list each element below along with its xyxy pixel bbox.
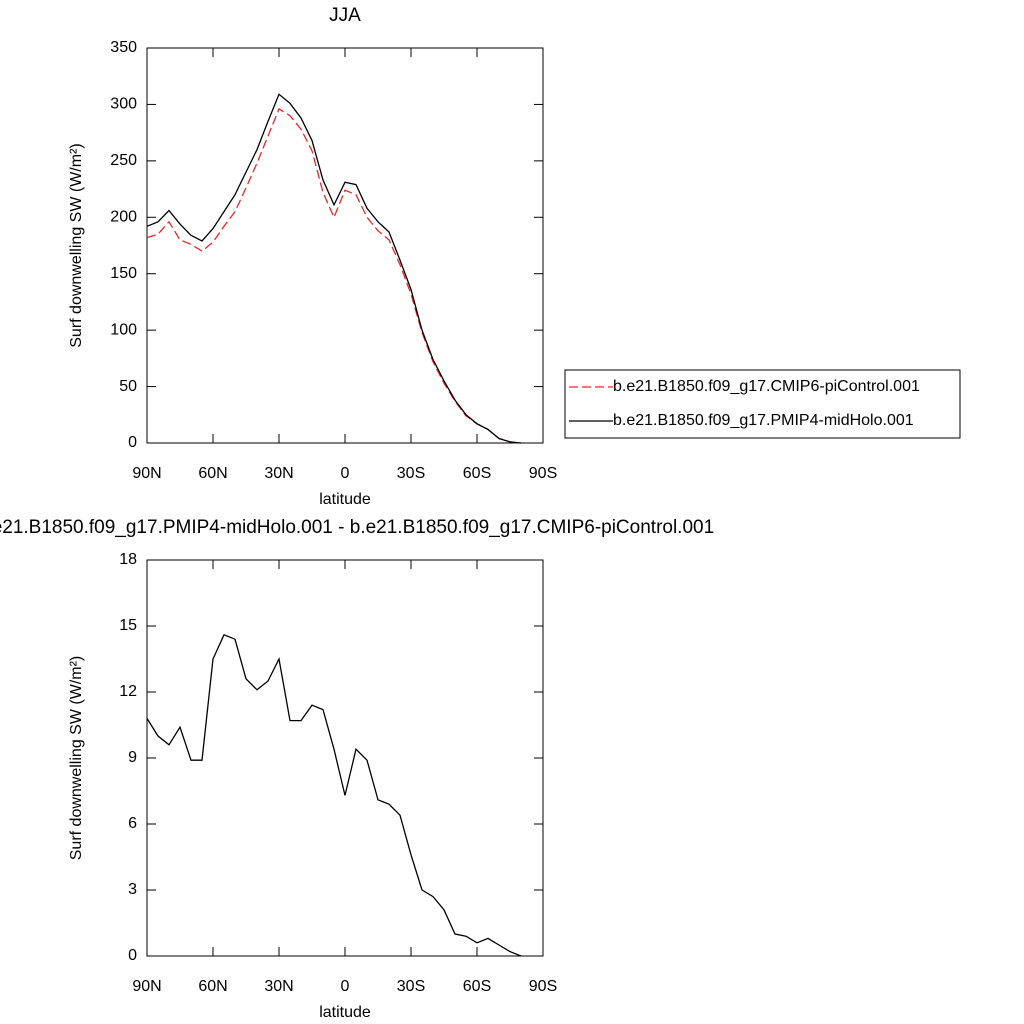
y-tick-label: 200 — [110, 209, 137, 226]
legend-label: b.e21.B1850.f09_g17.PMIP4-midHolo.001 — [613, 412, 914, 429]
chart-title: JJA — [329, 5, 361, 26]
y-tick-label: 12 — [119, 683, 137, 700]
chart-title: b.e21.B1850.f09_g17.PMIP4-midHolo.001 - … — [0, 517, 714, 538]
y-tick-label: 50 — [119, 378, 137, 395]
x-tick-label: 30S — [397, 465, 425, 482]
y-axis-label: Surf downwelling SW (W/m²) — [68, 143, 85, 347]
y-tick-label: 0 — [128, 434, 137, 451]
y-tick-label: 3 — [128, 881, 137, 898]
x-tick-label: 90S — [529, 465, 557, 482]
plot-frame — [146, 47, 544, 444]
y-tick-label: 150 — [110, 265, 137, 282]
y-tick-label: 18 — [119, 551, 137, 568]
x-tick-label: 90N — [132, 465, 161, 482]
series-line — [146, 107, 522, 444]
y-tick-label: 6 — [128, 815, 137, 832]
legend-label: b.e21.B1850.f09_g17.CMIP6-piControl.001 — [613, 378, 920, 395]
x-axis-label: latitude — [319, 491, 371, 508]
x-tick-label: 30N — [264, 465, 293, 482]
series-line — [146, 93, 522, 444]
legend-box — [564, 369, 961, 439]
x-tick-label: 90S — [529, 978, 557, 995]
y-tick-label: 0 — [128, 947, 137, 964]
plot-frame — [146, 559, 544, 957]
x-tick-label: 60N — [198, 465, 227, 482]
legend: b.e21.B1850.f09_g17.CMIP6-piControl.001b… — [564, 369, 961, 439]
x-tick-label: 0 — [341, 978, 350, 995]
x-axis-label: latitude — [319, 1004, 371, 1021]
x-tick-label: 90N — [132, 978, 161, 995]
y-tick-label: 100 — [110, 321, 137, 338]
x-tick-label: 60N — [198, 978, 227, 995]
x-tick-label: 0 — [341, 465, 350, 482]
x-tick-label: 30S — [397, 978, 425, 995]
series-line — [146, 633, 522, 957]
x-tick-label: 60S — [463, 978, 491, 995]
y-tick-label: 9 — [128, 749, 137, 766]
x-tick-label: 30N — [264, 978, 293, 995]
y-axis-label: Surf downwelling SW (W/m²) — [68, 656, 85, 860]
x-tick-label: 60S — [463, 465, 491, 482]
y-tick-label: 250 — [110, 152, 137, 169]
y-tick-label: 350 — [110, 39, 137, 56]
y-tick-label: 15 — [119, 617, 137, 634]
y-tick-label: 300 — [110, 96, 137, 113]
